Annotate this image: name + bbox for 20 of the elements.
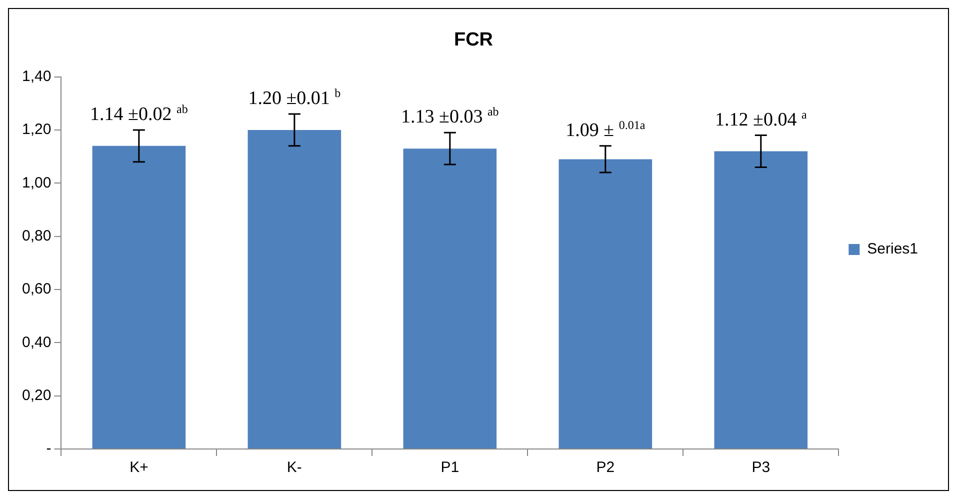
x-tick-label: P2 [596, 459, 615, 476]
data-label: 1.12 ±0.04 a [715, 107, 808, 130]
y-tick-label: 0,80 [22, 227, 52, 244]
y-tick-label: 1,40 [22, 68, 52, 85]
data-label: 1.13 ±0.03 ab [401, 104, 499, 128]
x-tick-label: P1 [440, 459, 460, 476]
data-label: 1.09 ± 0.01a [566, 118, 646, 141]
legend-label: Series1 [867, 240, 918, 258]
y-tick-label: 1,20 [22, 121, 52, 138]
x-tick-label: P3 [752, 459, 770, 476]
x-tick-label: K+ [130, 459, 149, 476]
chart-title: FCR [454, 30, 494, 51]
data-label: 1.14 ±0.02 ab [90, 102, 188, 125]
y-tick-label: 0,60 [22, 280, 52, 298]
y-tick-label: - [46, 440, 52, 458]
x-tick-label: K- [286, 459, 302, 476]
y-tick-label: 0,40 [22, 334, 52, 351]
y-tick-label: 1,00 [22, 174, 52, 192]
y-tick-label: 0,20 [22, 386, 52, 404]
data-label: 1.20 ±0.01 b [248, 86, 341, 110]
